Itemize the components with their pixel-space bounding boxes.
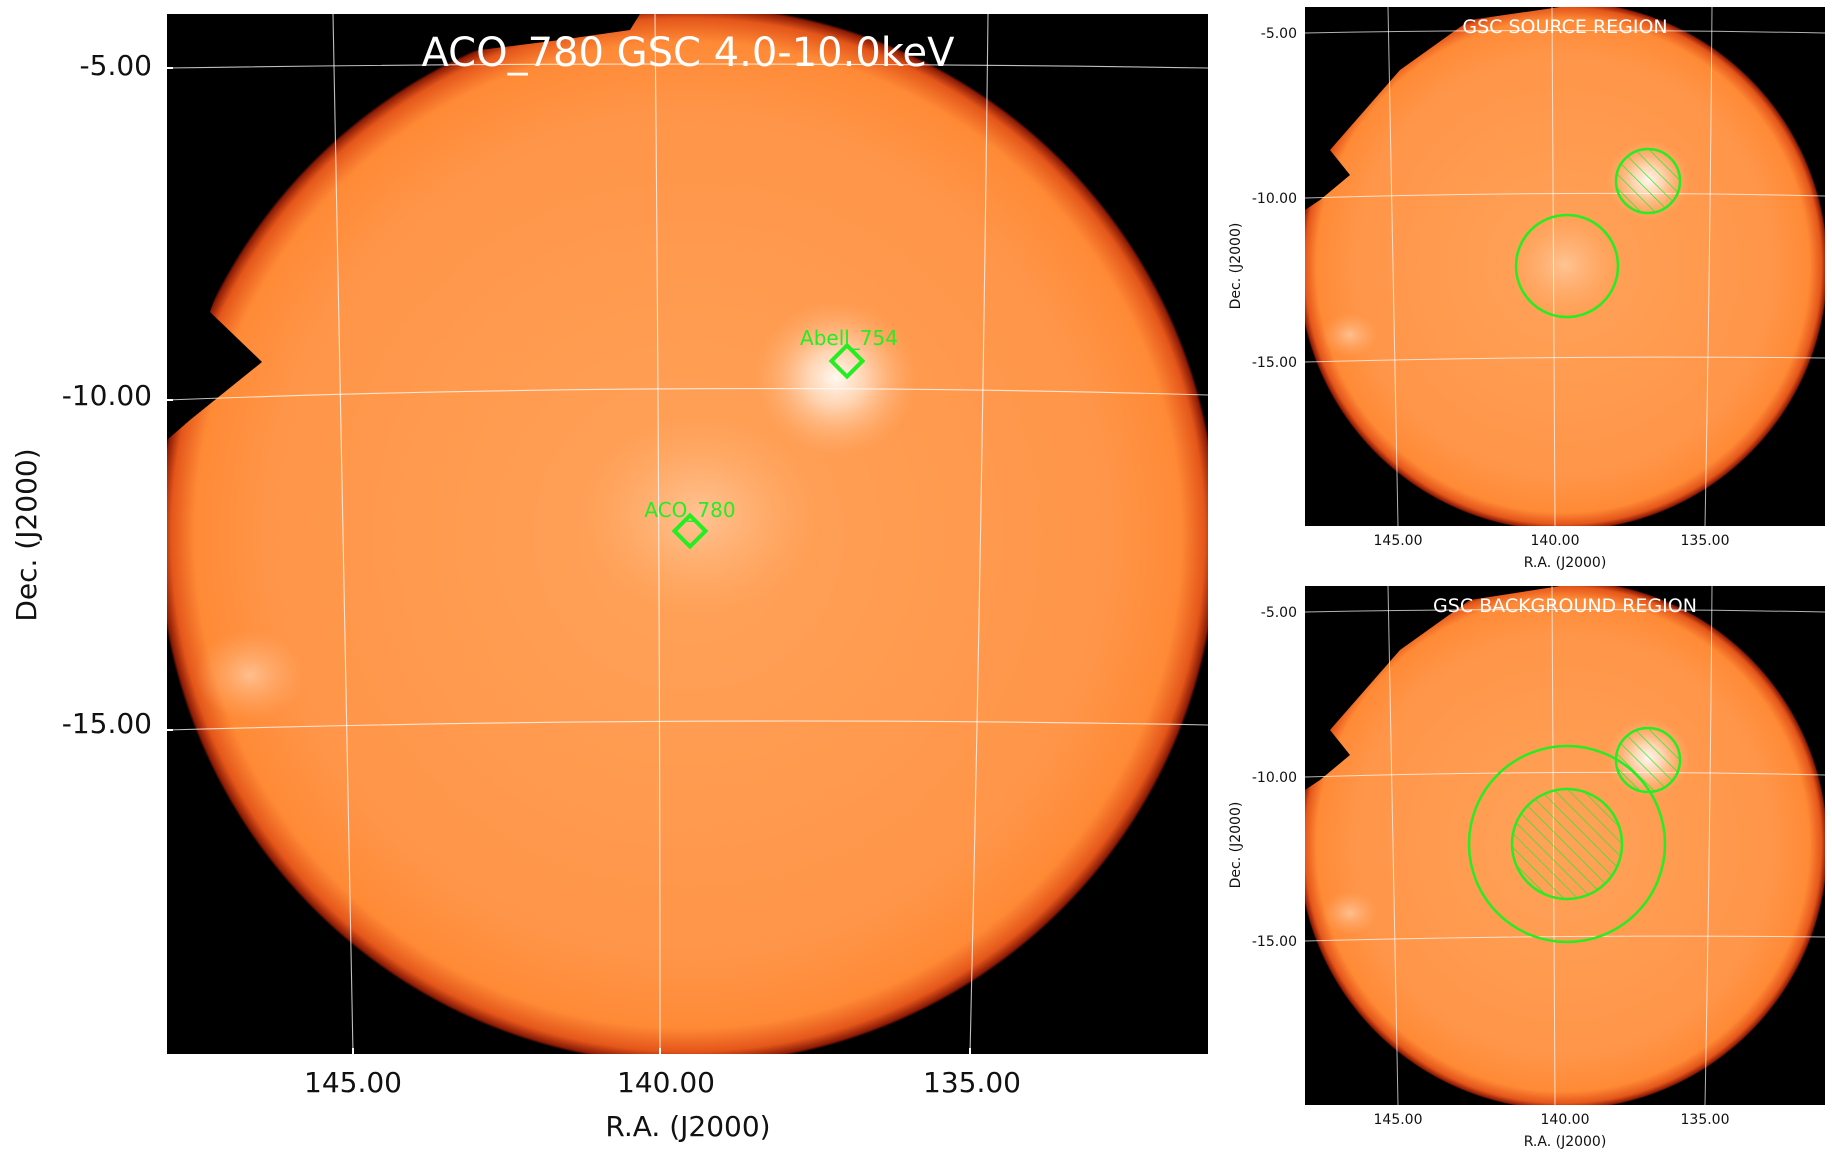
main-title: ACO_780 GSC 4.0-10.0keV: [422, 30, 956, 76]
aco-780-label: ACO_780: [644, 498, 735, 522]
source-ytick-1: -5.00: [1261, 26, 1297, 42]
background-excluded-abell-754: [1614, 726, 1682, 794]
source-region-circle: [1514, 213, 1620, 319]
main-tick-marks: [167, 67, 971, 1054]
source-diffuse-emission: [1510, 215, 1620, 315]
background-x-axis-label: R.A. (J2000): [1524, 1134, 1607, 1150]
main-y-axis-label: Dec. (J2000): [10, 448, 43, 621]
background-annulus-outer: [1467, 744, 1667, 944]
source-xtick-3: 135.00: [1681, 533, 1730, 549]
background-ytick-2: -10.00: [1252, 770, 1297, 786]
background-panel-title: GSC BACKGROUND REGION: [1433, 595, 1697, 617]
source-ytick-2: -10.00: [1252, 191, 1297, 207]
source-region-panel: GSC SOURCE REGION -5.00 -10.00 -15.00 14…: [1228, 7, 1825, 571]
background-xtick-1: 145.00: [1374, 1112, 1423, 1128]
background-y-axis-label: Dec. (J2000): [1228, 802, 1244, 889]
source-coordinate-grid: [1305, 7, 1825, 526]
background-faint-source: [1322, 891, 1378, 935]
source-panel-title: GSC SOURCE REGION: [1462, 16, 1667, 38]
main-xtick-1: 145.00: [304, 1066, 402, 1099]
source-y-axis-label: Dec. (J2000): [1228, 223, 1244, 310]
background-disk-notch: [1305, 586, 1560, 790]
source-ytick-3: -15.00: [1252, 355, 1297, 371]
main-x-axis-label: R.A. (J2000): [605, 1110, 770, 1143]
source-xtick-1: 145.00: [1374, 533, 1423, 549]
aco-780-marker: [671, 512, 709, 550]
abell-754-label: Abell_754: [800, 326, 898, 350]
main-coordinate-grid: [167, 14, 1208, 1054]
background-ytick-3: -15.00: [1252, 934, 1297, 950]
main-diffuse-emission: [580, 415, 820, 615]
background-region-panel: GSC BACKGROUND REGION -5.00 -10.00 -15.0…: [1228, 586, 1825, 1150]
main-bright-source: [754, 300, 918, 456]
main-faint-source: [195, 630, 305, 720]
main-xtick-2: 140.00: [617, 1066, 715, 1099]
source-disk-notch: [1305, 7, 1560, 210]
main-ytick-3: -15.00: [62, 707, 152, 740]
background-xtick-3: 135.00: [1681, 1112, 1730, 1128]
source-xtick-2: 140.00: [1531, 533, 1580, 549]
source-excluded-abell-754: [1614, 147, 1682, 215]
abell-754-marker: [828, 342, 866, 380]
main-disk-notch: [167, 14, 640, 440]
main-ytick-2: -10.00: [62, 379, 152, 412]
main-ytick-1: -5.00: [80, 49, 152, 82]
background-xtick-2: 140.00: [1541, 1112, 1590, 1128]
background-ytick-1: -5.00: [1261, 605, 1297, 621]
main-xtick-3: 135.00: [923, 1066, 1021, 1099]
source-x-axis-label: R.A. (J2000): [1524, 555, 1607, 571]
source-faint-source: [1322, 313, 1378, 357]
background-coordinate-grid: [1305, 586, 1825, 1105]
main-image-panel: ACO_780 GSC 4.0-10.0keV Abell_754 ACO_78…: [10, 14, 1208, 1143]
background-excluded-source: [1510, 787, 1624, 901]
